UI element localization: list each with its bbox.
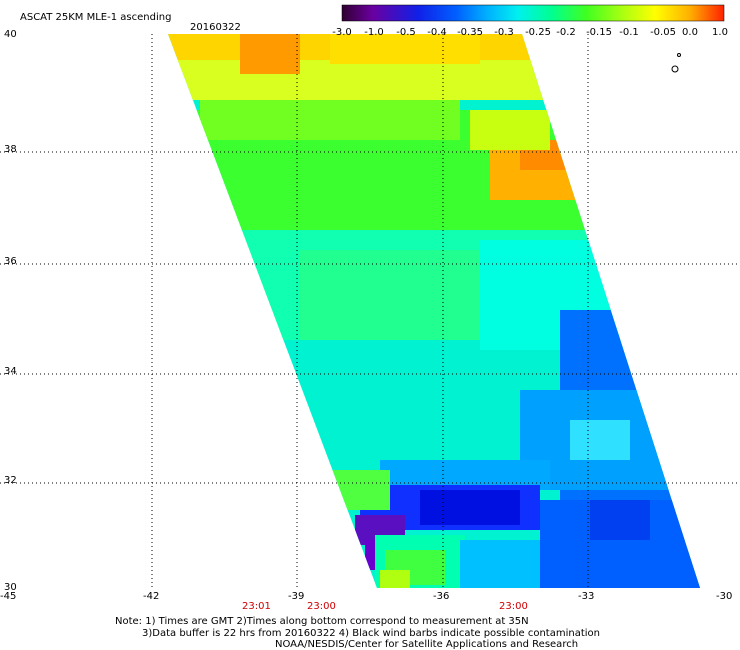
lon-label: -36 [433, 591, 449, 602]
lon-label: -30 [716, 591, 732, 602]
colorbar-label: -0.5 [396, 27, 416, 38]
colorbar-label: -3.0 [332, 27, 352, 38]
colorbar-label: -0.4 [427, 27, 447, 38]
time-label: 23:00 [307, 601, 336, 612]
latitude-labels: 40 38 36 34 32 30 [4, 29, 17, 593]
lat-label: 36 [4, 256, 17, 267]
grid [0, 34, 740, 590]
lat-label: 30 [4, 582, 17, 593]
wind-barb-marks [671, 53, 681, 73]
colorbar-label: -0.3 [494, 27, 514, 38]
colorbar-label: 1.0 [712, 27, 728, 38]
colorbar-label: -1.0 [364, 27, 384, 38]
notes: Note: 1) Times are GMT 2)Times along bot… [115, 616, 600, 650]
lat-label: 32 [4, 475, 17, 486]
colorbar: -3.0 -1.0 -0.5 -0.4 -0.35 -0.3 -0.25 -0.… [332, 4, 728, 38]
lat-label: 34 [4, 366, 17, 377]
map-title: ASCAT 25KM MLE-1 ascending [20, 12, 171, 23]
note-line: NOAA/NESDIS/Center for Satellite Applica… [275, 639, 578, 650]
colorbar-label: -0.35 [457, 27, 483, 38]
lat-label: 38 [4, 144, 17, 155]
time-label: 23:01 [242, 601, 271, 612]
lon-label: -33 [578, 591, 594, 602]
lon-label: -42 [143, 591, 159, 602]
colorbar-label: -0.1 [619, 27, 639, 38]
lat-label: 40 [4, 29, 17, 40]
colorbar-label: 0.0 [682, 27, 698, 38]
lon-label: -45 [0, 591, 16, 602]
lon-label: -39 [288, 591, 304, 602]
colorbar-label: -0.25 [525, 27, 551, 38]
map-date: 20160322 [190, 22, 241, 33]
data-swath [168, 34, 700, 588]
time-label: 23:00 [499, 601, 528, 612]
colorbar-label: -0.15 [586, 27, 612, 38]
note-line: Note: 1) Times are GMT 2)Times along bot… [115, 616, 529, 627]
longitude-labels: -45 -42 -39 -36 -33 -30 [0, 591, 732, 602]
colorbar-label: -0.05 [650, 27, 676, 38]
colorbar-label: -0.2 [556, 27, 576, 38]
note-line: 3)Data buffer is 22 hrs from 20160322 4)… [142, 628, 600, 639]
time-labels: 23:01 23:00 23:00 [242, 601, 528, 612]
